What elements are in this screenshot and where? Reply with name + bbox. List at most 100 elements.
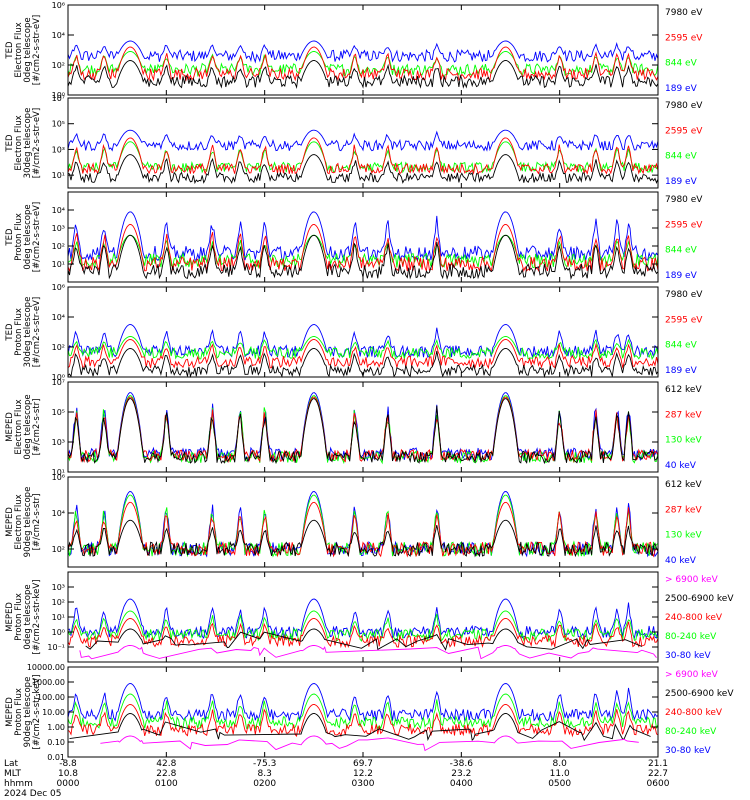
y-tick-label: 10¹ <box>52 468 65 477</box>
y-axis-label: Proton Flux <box>14 688 24 736</box>
y-axis-label: Proton Flux <box>14 213 24 261</box>
time-axis-hhmm-label: 0300 <box>352 779 375 789</box>
y-tick-label: 1000.00 <box>32 678 65 687</box>
y-axis-label: 0deg telescope <box>23 204 33 269</box>
time-axis-lat-label: -38.6 <box>450 759 474 769</box>
legend-entry: 2500-6900 keV <box>665 594 734 604</box>
time-axis-lat-label: -75.3 <box>253 759 276 769</box>
series-trace-2 <box>67 141 659 174</box>
series-trace-3 <box>67 501 659 558</box>
series-trace-1 <box>67 391 659 462</box>
panel-2: 10¹ 10³ 10⁵ 10⁷ TED Electron Flux 30deg telesc… <box>5 94 703 189</box>
series-trace-4 <box>67 397 659 465</box>
y-axis-label: 90deg telescope <box>23 677 33 748</box>
y-tick-label: 10⁵ <box>52 120 65 129</box>
time-axis-lat-label: 69.7 <box>353 759 373 769</box>
y-axis-label: 30deg telescope <box>23 108 33 179</box>
y-tick-label: 10² <box>52 545 65 554</box>
panel-frame <box>67 286 659 378</box>
y-axis-label: [#/cm2-s-str-eV] <box>32 108 42 178</box>
series-trace-1 <box>67 598 659 640</box>
y-axis-label: MEPED <box>5 507 15 537</box>
time-axis-row-label: 2024 Dec 05 <box>4 789 62 799</box>
time-axis-hhmm-label: 0200 <box>253 779 276 789</box>
y-axis-label: Electron Flux <box>14 494 24 549</box>
y-axis-label: [#/cm2-s-str] <box>32 399 42 456</box>
series-trace-3 <box>67 618 659 649</box>
y-tick-label: 10000.00 <box>27 663 65 672</box>
legend-entry: 7980 eV <box>665 290 703 300</box>
legend-entry: 612 keV <box>665 385 702 395</box>
series-trace-3 <box>67 396 659 464</box>
time-axis-lat-label: 8.0 <box>553 759 568 769</box>
y-tick-label: 10⁶ <box>52 1 65 10</box>
series-trace-1 <box>67 490 659 558</box>
y-axis-label: [#/cm2-s-str] <box>32 494 42 551</box>
legend-entry: 844 eV <box>665 341 698 351</box>
y-tick-label: 10³ <box>52 224 65 233</box>
time-axis-mlt-label: 22.7 <box>648 769 668 779</box>
y-tick-label: 10⁴ <box>52 206 65 215</box>
legend-entry: 844 eV <box>665 59 698 69</box>
legend-entry: 7980 eV <box>665 8 703 18</box>
y-tick-label: 10¹ <box>52 260 65 269</box>
time-axis-mlt-label: 23.2 <box>451 769 471 779</box>
time-axis-hhmm-label: 0400 <box>450 779 473 789</box>
series-trace-1 <box>67 211 659 262</box>
legend-entry: 80-240 keV <box>665 632 717 642</box>
panel-1: 10⁰ 10² 10⁴ 10⁶ TED Electron Flux 0deg telesco… <box>5 1 703 100</box>
legend-entry: > 6900 keV <box>665 575 719 585</box>
legend-entry: 189 eV <box>665 177 698 187</box>
legend-entry: 2595 eV <box>665 126 703 136</box>
y-tick-label: 10⁷ <box>52 378 65 387</box>
series-trace-5 <box>79 645 657 660</box>
series-trace-1 <box>67 129 659 152</box>
time-axis-lat-label: -8.8 <box>59 759 77 769</box>
y-tick-label: 1.00 <box>47 723 65 732</box>
y-tick-label: 10² <box>52 61 65 70</box>
panel-4: 10⁰ 10² 10⁴ 10⁶ TED Proton Flux 30deg telescop… <box>5 283 703 382</box>
y-axis-label: 0deg telescope <box>23 17 33 82</box>
y-axis-label: Electron Flux <box>14 22 24 77</box>
legend-entry: 287 keV <box>665 410 702 420</box>
y-tick-label: 10¹ <box>52 171 65 180</box>
legend-entry: 2595 eV <box>665 315 703 325</box>
time-axis-mlt-label: 8.3 <box>258 769 272 779</box>
panel-5: 10¹ 10³ 10⁵ 10⁷ MEPED Electron Flux 0deg teles… <box>5 378 702 477</box>
time-axis-row-label: Lat <box>4 759 19 769</box>
time-axis-mlt-label: 12.2 <box>353 769 373 779</box>
series-trace-1 <box>67 40 659 64</box>
y-axis-label: MEPED <box>5 602 15 632</box>
panel-8: 0.01 0.10 1.00 10.00 100.00 1000.00 10000.00 ME… <box>5 663 734 762</box>
y-tick-label: 100.00 <box>37 693 65 702</box>
legend-entry: 80-240 keV <box>665 727 717 737</box>
y-axis-label: TED <box>5 323 15 342</box>
legend-entry: 189 eV <box>665 271 698 281</box>
y-axis-label: Proton Flux <box>14 593 24 641</box>
series-trace-3 <box>67 46 659 82</box>
series-trace-5 <box>100 735 639 752</box>
time-axis-lat-label: 42.8 <box>156 759 176 769</box>
time-axis-hhmm-label: 0000 <box>57 779 80 789</box>
panel-3: 10¹ 10² 10³ 10⁴ TED Proton Flux 0deg telescope… <box>5 191 703 283</box>
legend-entry: 2595 eV <box>665 220 703 230</box>
legend-entry: 40 keV <box>665 461 697 471</box>
y-tick-label: 10.00 <box>42 708 65 717</box>
y-axis-label: 90deg telescope <box>23 487 33 558</box>
legend-entry: 844 eV <box>665 152 698 162</box>
series-trace-3 <box>67 339 659 370</box>
legend-entry: 130 keV <box>665 436 702 446</box>
y-axis-label: Electron Flux <box>14 115 24 170</box>
y-axis-label: MEPED <box>5 697 15 727</box>
y-tick-label: 10¹ <box>52 613 65 622</box>
y-tick-label: 10⁶ <box>52 283 65 292</box>
panel-7: 10⁻¹ 10⁰ 10¹ 10² 10³ MEPED Proton Flux 0deg tel… <box>5 571 734 663</box>
legend-entry: 240-800 keV <box>665 708 723 718</box>
y-axis-label: TED <box>5 134 15 153</box>
panel-frame <box>67 571 659 663</box>
time-axis-hhmm-label: 0500 <box>548 779 571 789</box>
time-axis-lat-label: 21.1 <box>648 759 668 769</box>
time-axis-mlt-label: 22.8 <box>156 769 176 779</box>
time-axis-mlt-label: 10.8 <box>58 769 78 779</box>
